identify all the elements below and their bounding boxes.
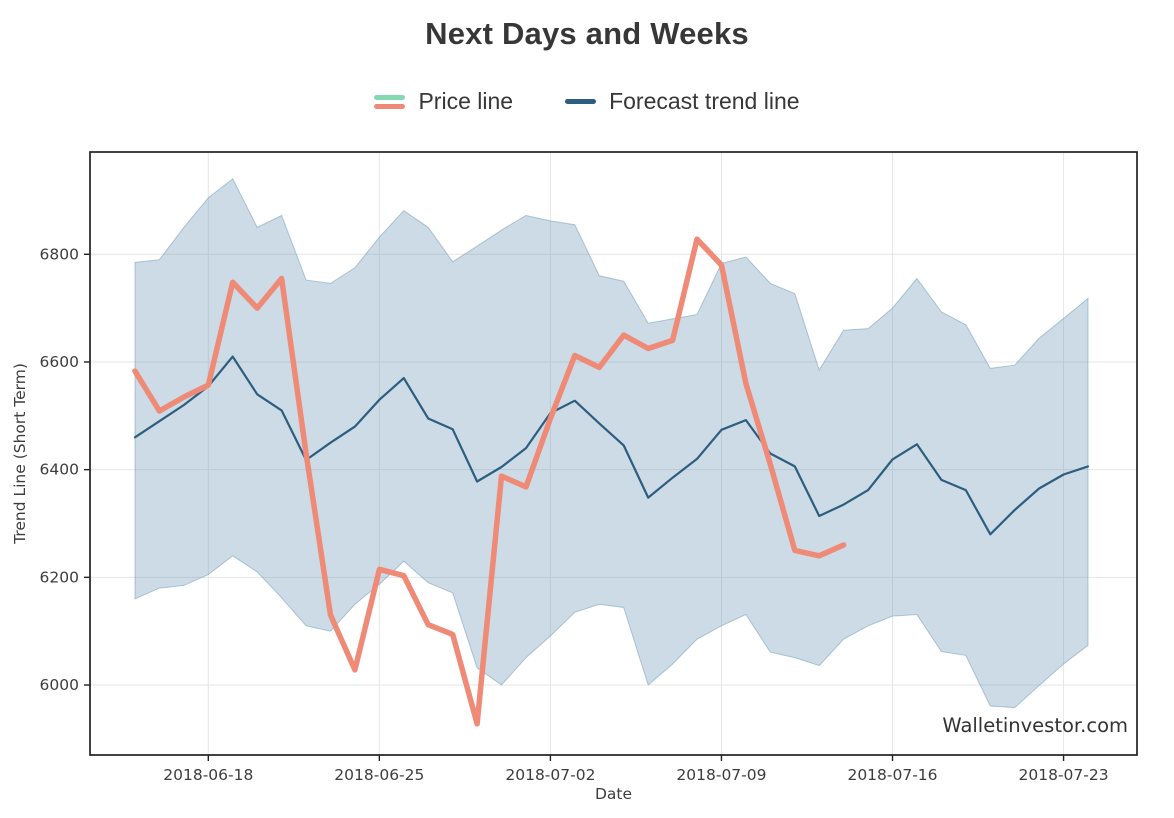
x-tick-label-2018-07-16: 2018-07-16	[847, 766, 937, 784]
plot-border	[89, 151, 1138, 756]
x-tick-label-2018-06-25: 2018-06-25	[334, 766, 424, 784]
x-tick-label-2018-07-02: 2018-07-02	[505, 766, 595, 784]
x-tick-label-2018-07-23: 2018-07-23	[1019, 766, 1109, 784]
legend-label-forecast-trend-line: Forecast trend line	[609, 88, 800, 114]
x-tick-label-2018-07-09: 2018-07-09	[676, 766, 766, 784]
y-tick-label-6000: 6000	[40, 676, 79, 694]
price-line-path	[132, 236, 847, 727]
price-line-swatch-top-bar	[374, 94, 406, 100]
forecast-line-swatch	[565, 99, 597, 104]
price-line-swatch	[374, 94, 406, 109]
legend: Price line Forecast trend line	[0, 88, 1174, 115]
chart-title: Next Days and Weeks	[425, 16, 749, 51]
y-tick-label-6400: 6400	[40, 461, 79, 479]
forecast-line-path	[133, 355, 1090, 536]
legend-item-forecast-trend-line: Forecast trend line	[565, 88, 800, 115]
price-line-swatch-bottom-bar	[374, 103, 406, 109]
legend-item-price-line: Price line	[374, 88, 513, 115]
x-axis-label: Date	[595, 785, 632, 803]
forecast-range-band	[134, 178, 1089, 709]
legend-label-price-line: Price line	[418, 88, 514, 114]
y-tick-label-6800: 6800	[40, 245, 79, 263]
forecast-line-swatch-bar	[565, 99, 597, 104]
y-tick-label-6200: 6200	[40, 568, 79, 586]
y-tick-label-6600: 6600	[40, 353, 79, 371]
y-axis-label: Trend Line (Short Term)	[11, 363, 29, 545]
watermark: Walletinvestor.com	[942, 714, 1128, 737]
x-tick-label-2018-06-18: 2018-06-18	[163, 766, 253, 784]
